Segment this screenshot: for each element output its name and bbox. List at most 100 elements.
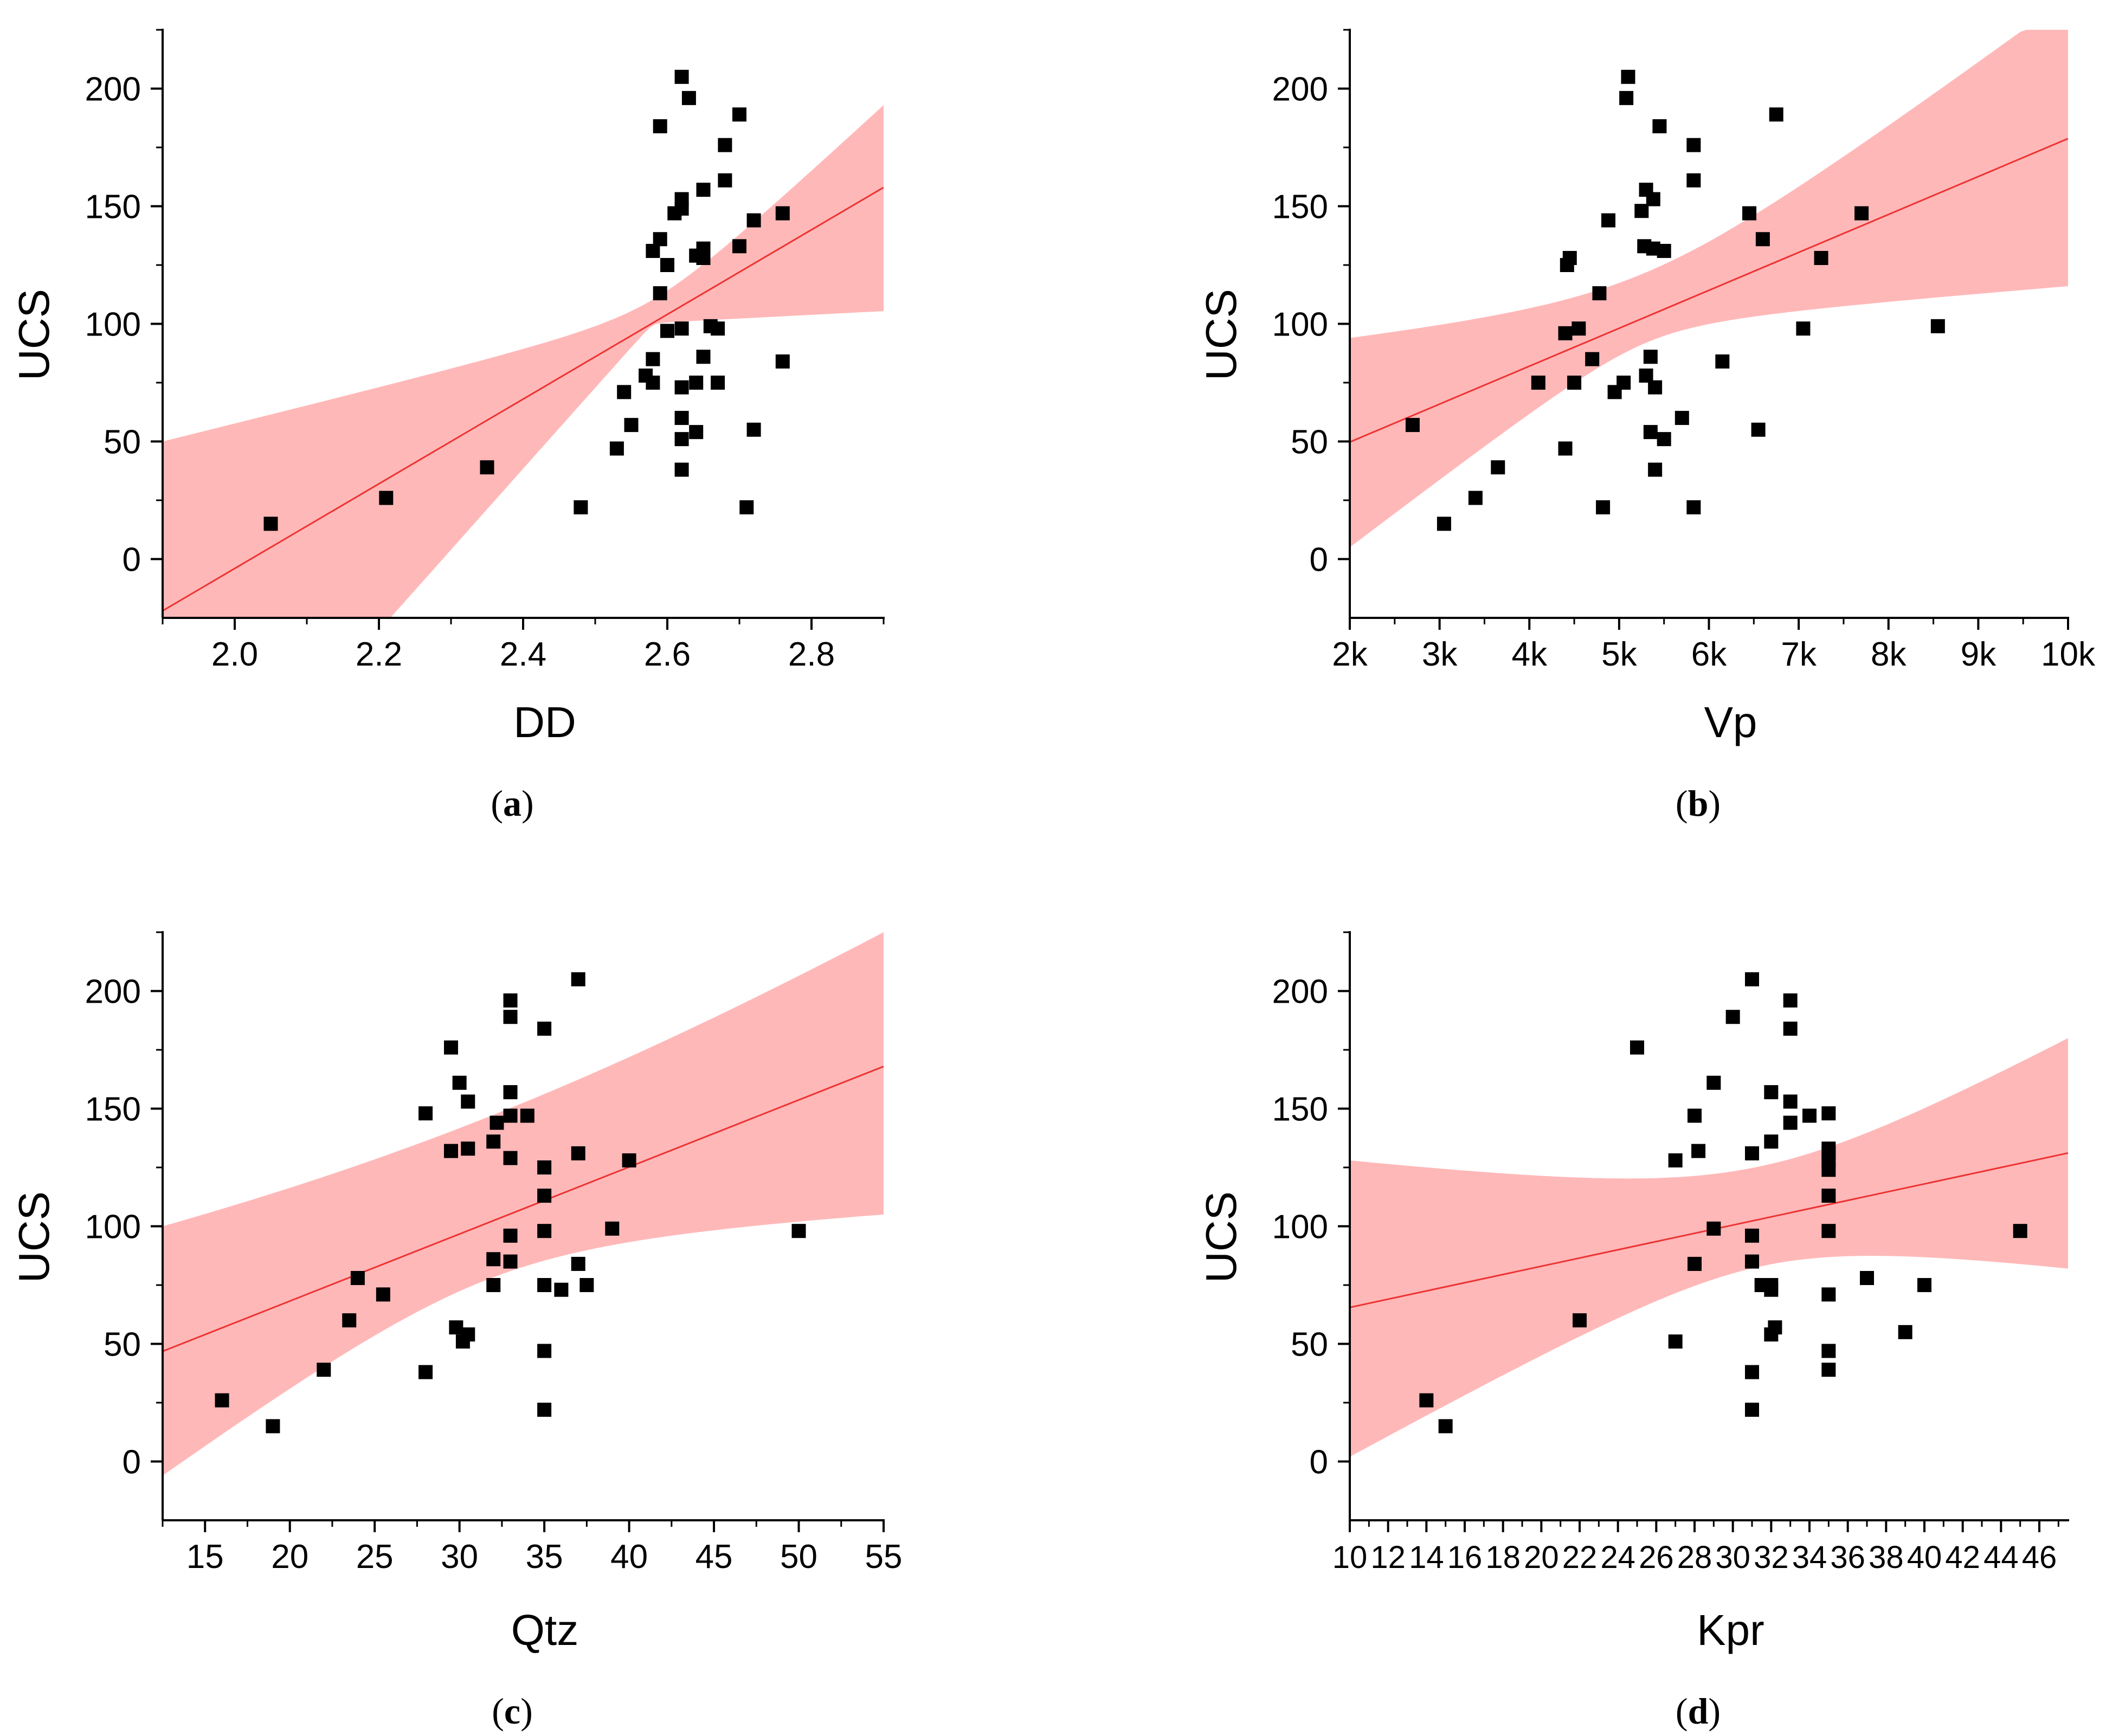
data-point	[1657, 432, 1671, 447]
data-point	[1783, 993, 1798, 1008]
data-point	[1796, 321, 1811, 336]
data-point	[444, 1040, 458, 1055]
x-tick-label: 30	[441, 1538, 478, 1576]
data-point	[350, 1270, 365, 1285]
x-axis-title: DD	[513, 698, 576, 746]
data-point	[1616, 376, 1631, 390]
data-point	[1686, 500, 1701, 515]
x-tick-label: 12	[1370, 1540, 1406, 1575]
data-point	[1783, 1115, 1798, 1130]
data-point	[1854, 206, 1869, 221]
confidence-band	[1350, 30, 2068, 547]
data-point	[1558, 326, 1573, 340]
data-point	[646, 376, 660, 390]
data-point	[1596, 500, 1611, 515]
data-point	[1686, 173, 1701, 188]
data-point	[646, 352, 660, 366]
data-point	[554, 1282, 569, 1297]
data-point	[739, 500, 754, 515]
data-point	[571, 972, 585, 986]
data-point	[1592, 286, 1607, 301]
x-axis-title: Vp	[1704, 698, 1757, 746]
x-tick-label: 14	[1409, 1540, 1444, 1575]
data-point	[1405, 418, 1420, 433]
x-tick-label: 30	[1715, 1540, 1750, 1575]
data-point	[1917, 1278, 1931, 1292]
data-point	[1573, 1313, 1587, 1328]
data-point	[1783, 1021, 1798, 1036]
y-tick-label: 0	[123, 541, 141, 579]
data-point	[609, 441, 624, 456]
x-tick-label: 9k	[1961, 636, 1996, 673]
data-point	[732, 239, 746, 254]
data-point	[503, 993, 518, 1008]
panel-caption: (c)	[492, 1690, 533, 1732]
data-point	[1634, 204, 1649, 218]
data-point	[1745, 1228, 1759, 1243]
data-point	[263, 517, 278, 531]
chart-a: 0 50 100 150 200 2.0 2.2 2.4 2.6 2.8 DD UCS (a)	[10, 29, 885, 824]
data-point	[1821, 1224, 1836, 1238]
data-point	[461, 1094, 475, 1109]
data-point	[537, 1160, 552, 1174]
panel-caption: (d)	[1676, 1690, 1721, 1732]
data-point	[1619, 91, 1634, 105]
data-point	[775, 354, 790, 369]
x-tick-label: 46	[2022, 1540, 2057, 1575]
data-point	[653, 286, 667, 301]
data-point	[379, 491, 394, 505]
data-point	[418, 1365, 433, 1379]
y-tick-label: 100	[1272, 1209, 1328, 1246]
chart-b: 0 50 100 150 200 2k 3k 4k 5k 6k 7k 8k 9k 10k Vp UCS (b)	[1197, 29, 2096, 824]
data-point	[1643, 350, 1658, 364]
y-tick-label: 50	[104, 424, 141, 461]
data-point	[1601, 213, 1615, 228]
data-point	[674, 380, 689, 395]
data-point	[537, 1224, 552, 1238]
x-tick-label: 2.2	[356, 636, 402, 673]
fit-line	[163, 1066, 884, 1352]
data-point	[1468, 491, 1483, 505]
data-point	[1821, 1106, 1836, 1121]
data-point	[486, 1134, 501, 1149]
data-point	[574, 500, 588, 515]
data-point	[791, 1224, 806, 1238]
data-point	[1567, 376, 1582, 390]
data-point	[571, 1256, 585, 1271]
data-point	[503, 1254, 518, 1269]
data-point	[1821, 1344, 1836, 1358]
x-tick-label: 10k	[2041, 636, 2096, 673]
x-tick-label: 6k	[1691, 636, 1727, 673]
data-point	[571, 1146, 585, 1160]
data-point	[215, 1393, 229, 1408]
data-point	[1725, 1010, 1740, 1024]
x-tick-label: 50	[780, 1538, 817, 1576]
panel-caption: (b)	[1676, 783, 1721, 824]
data-point	[503, 1228, 518, 1243]
data-point	[1755, 232, 1770, 247]
data-point	[503, 1085, 518, 1100]
y-tick-label: 0	[1310, 541, 1328, 579]
y-tick-label: 150	[85, 189, 141, 226]
y-tick-label: 200	[1272, 973, 1328, 1011]
data-point	[646, 243, 660, 258]
y-tick-label: 100	[85, 306, 141, 344]
x-tick-label: 18	[1485, 1540, 1521, 1575]
y-tick-label: 0	[1310, 1444, 1328, 1481]
y-axis-title: UCS	[10, 289, 58, 380]
data-point	[622, 1153, 636, 1167]
data-point	[711, 321, 725, 336]
x-tick-label: 8k	[1871, 636, 1907, 673]
data-point	[1769, 107, 1783, 122]
y-tick-label: 100	[1272, 306, 1328, 344]
data-point	[520, 1108, 534, 1123]
x-tick-label: 20	[271, 1538, 308, 1576]
data-point	[1898, 1325, 1912, 1339]
data-point	[1764, 1278, 1779, 1292]
x-tick-label: 44	[1983, 1540, 2019, 1575]
x-tick-label: 16	[1447, 1540, 1483, 1575]
x-tick-label: 3k	[1422, 636, 1458, 673]
data-point	[537, 1278, 552, 1292]
data-point	[1562, 250, 1577, 265]
y-tick-label: 150	[85, 1091, 141, 1128]
